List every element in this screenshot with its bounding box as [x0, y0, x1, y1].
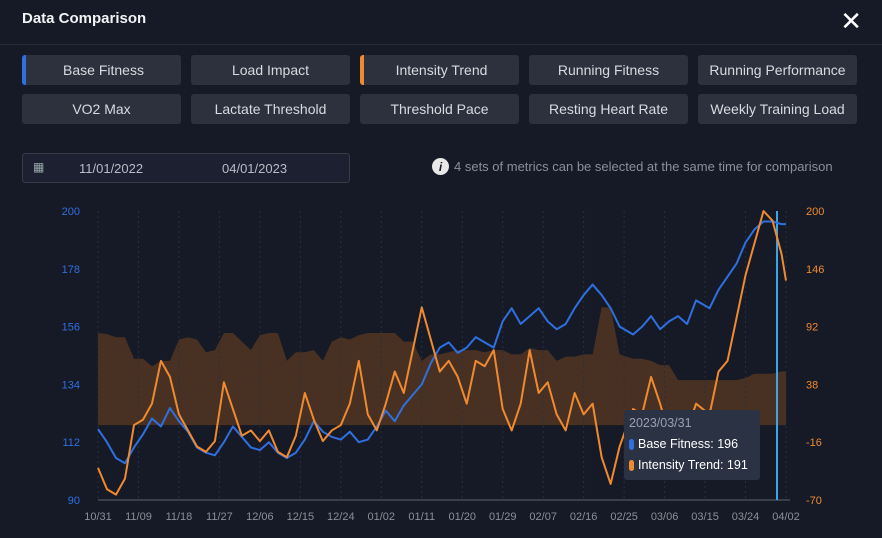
start-date[interactable]: 11/01/2022	[79, 161, 144, 176]
left-tick-label: 90	[68, 495, 80, 507]
x-tick-label: 02/25	[610, 511, 638, 523]
date-range-picker[interactable]: ▦ 11/01/2022 04/01/2023	[22, 153, 350, 183]
tooltip-intensity-value: Intensity Trend: 191	[638, 458, 748, 472]
tooltip-date: 2023/03/31	[629, 416, 692, 430]
close-icon[interactable]: ✕	[840, 6, 862, 36]
metric-load-impact[interactable]: Load Impact	[191, 55, 350, 85]
right-tick-label: 92	[806, 322, 818, 334]
right-tick-label: -70	[806, 495, 822, 507]
left-tick-label: 178	[62, 264, 80, 276]
x-tick-label: 03/06	[651, 511, 679, 523]
right-tick-label: 38	[806, 379, 818, 391]
x-tick-label: 01/02	[368, 511, 396, 523]
left-tick-label: 156	[62, 322, 80, 334]
metric-running-fitness[interactable]: Running Fitness	[529, 55, 688, 85]
hint: i 4 sets of metrics can be selected at th…	[432, 158, 833, 175]
x-tick-label: 03/15	[691, 511, 719, 523]
metric-selector: Base Fitness Load Impact Intensity Trend…	[22, 55, 857, 124]
tooltip-base-value: Base Fitness: 196	[638, 437, 739, 451]
metric-threshold-pace[interactable]: Threshold Pace	[360, 94, 519, 124]
x-tick-label: 01/20	[448, 511, 476, 523]
metric-weekly-training-load[interactable]: Weekly Training Load	[698, 94, 857, 124]
x-tick-label: 02/16	[570, 511, 598, 523]
left-tick-label: 200	[62, 206, 80, 218]
metric-intensity-trend[interactable]: Intensity Trend	[360, 55, 519, 85]
hint-text: 4 sets of metrics can be selected at the…	[454, 159, 833, 174]
x-tick-label: 01/29	[489, 511, 517, 523]
dialog-title: Data Comparison	[22, 10, 147, 27]
x-tick-label: 11/09	[125, 511, 152, 523]
right-tick-label: 146	[806, 264, 824, 276]
load-area	[98, 307, 786, 426]
calendar-icon: ▦	[33, 160, 45, 174]
x-tick-label: 02/07	[529, 511, 557, 523]
info-icon: i	[432, 158, 449, 175]
intensity-legend-dot	[629, 459, 634, 471]
metric-running-performance[interactable]: Running Performance	[698, 55, 857, 85]
right-tick-label: 200	[806, 206, 824, 218]
x-tick-label: 03/24	[732, 511, 760, 523]
x-tick-label: 12/15	[287, 511, 315, 523]
metric-resting-heart-rate[interactable]: Resting Heart Rate	[529, 94, 688, 124]
x-tick-label: 12/06	[246, 511, 274, 523]
base-legend-dot	[629, 438, 634, 450]
x-tick-label: 11/18	[166, 511, 193, 523]
base-fitness-line	[97, 220, 786, 465]
x-tick-label: 01/11	[408, 511, 435, 523]
x-tick-label: 11/27	[206, 511, 233, 523]
tooltip-row-base: Base Fitness: 196	[629, 437, 738, 451]
left-tick-label: 134	[62, 379, 80, 391]
x-tick-label: 04/02	[772, 511, 800, 523]
right-tick-label: -16	[806, 437, 822, 449]
metric-vo2-max[interactable]: VO2 Max	[22, 94, 181, 124]
tooltip-row-intensity: Intensity Trend: 191	[629, 458, 748, 472]
end-date[interactable]: 04/01/2023	[222, 161, 288, 176]
x-tick-label: 10/31	[84, 511, 112, 523]
left-tick-label: 112	[62, 437, 80, 449]
chart-tooltip: 2023/03/31 Base Fitness: 196 Intensity T…	[624, 410, 760, 480]
x-tick-label: 12/24	[327, 511, 355, 523]
metric-base-fitness[interactable]: Base Fitness	[22, 55, 181, 85]
header-divider	[0, 44, 882, 45]
metric-lactate-threshold[interactable]: Lactate Threshold	[191, 94, 350, 124]
